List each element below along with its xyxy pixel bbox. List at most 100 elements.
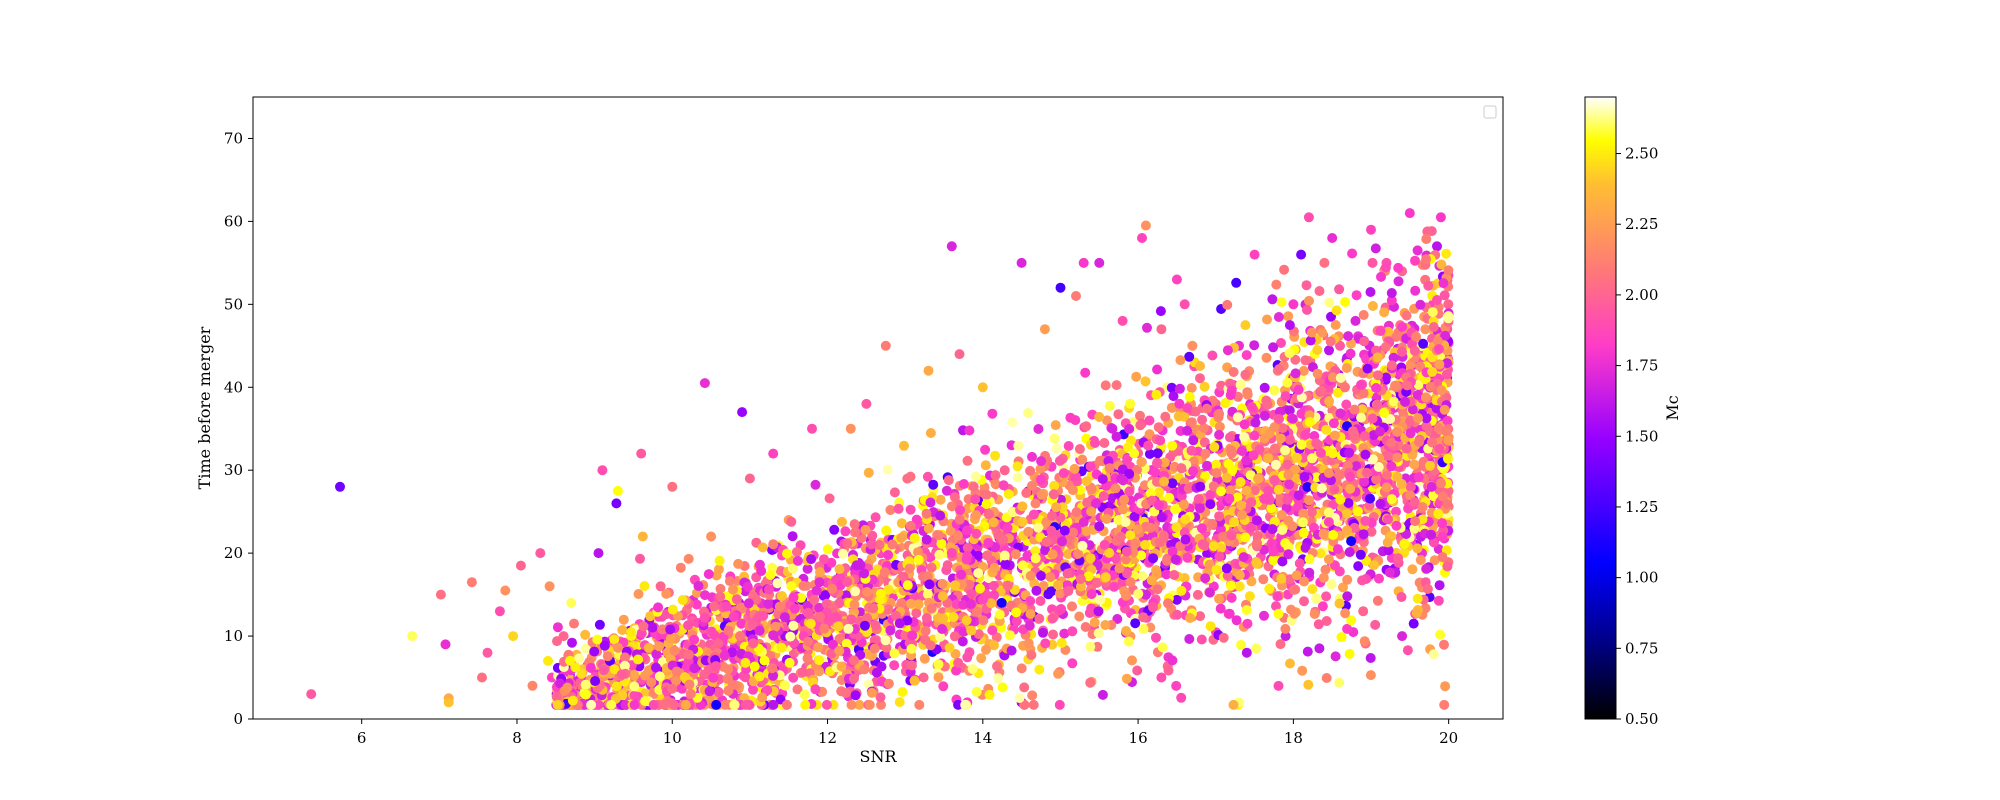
data-point — [1242, 618, 1253, 629]
data-point — [1240, 532, 1251, 543]
data-point — [935, 494, 946, 505]
data-point — [797, 667, 808, 678]
data-point — [1068, 527, 1079, 538]
data-point — [654, 641, 665, 652]
data-point — [759, 655, 770, 666]
data-point — [1323, 554, 1334, 565]
data-point — [946, 548, 957, 558]
data-point — [1318, 572, 1329, 583]
data-point — [1085, 677, 1096, 688]
data-point — [552, 636, 562, 647]
data-point — [989, 590, 1000, 601]
data-point — [1028, 699, 1039, 710]
data-point — [1240, 369, 1251, 380]
data-point — [813, 642, 824, 653]
data-point — [1321, 616, 1332, 626]
data-point — [617, 625, 628, 635]
data-point — [1384, 450, 1394, 461]
data-point — [792, 684, 803, 695]
data-point — [1421, 563, 1432, 574]
data-point — [1341, 508, 1352, 519]
data-point — [1025, 608, 1036, 619]
data-point — [1443, 435, 1454, 446]
data-point — [1312, 345, 1323, 355]
data-point — [941, 485, 952, 496]
data-point — [618, 614, 629, 625]
data-point — [911, 514, 922, 525]
data-point — [1428, 649, 1439, 660]
data-point — [881, 642, 892, 653]
data-point — [1296, 439, 1307, 450]
data-point — [1140, 539, 1151, 550]
data-point — [792, 555, 803, 566]
data-point — [736, 618, 747, 629]
data-point — [863, 467, 874, 478]
data-point — [953, 657, 964, 668]
data-point — [990, 470, 1001, 481]
data-point — [785, 631, 796, 642]
data-point — [1059, 525, 1070, 536]
data-point — [1051, 443, 1062, 454]
data-point — [789, 603, 800, 614]
data-point — [1274, 364, 1284, 375]
data-point — [1136, 550, 1147, 561]
data-point — [1067, 601, 1077, 612]
data-point — [1156, 512, 1167, 523]
data-point — [1062, 568, 1073, 579]
data-point — [1236, 639, 1246, 650]
data-point — [1359, 336, 1370, 347]
data-point — [629, 699, 640, 710]
data-point — [1440, 681, 1451, 692]
data-point — [1439, 639, 1449, 650]
data-point — [1218, 531, 1229, 542]
data-point — [1239, 419, 1250, 430]
data-point — [1047, 510, 1057, 521]
data-point — [1097, 689, 1108, 700]
data-point — [997, 682, 1008, 693]
data-point — [643, 642, 654, 653]
data-point — [1099, 438, 1110, 448]
data-point — [1156, 672, 1167, 683]
data-point — [1282, 377, 1293, 388]
data-point — [1151, 389, 1162, 400]
data-point — [1023, 526, 1034, 537]
data-point — [1176, 692, 1187, 703]
data-point — [1353, 506, 1363, 517]
data-point — [1346, 615, 1357, 626]
data-point — [1028, 509, 1039, 520]
data-point — [834, 564, 845, 575]
data-point — [1198, 423, 1209, 433]
data-point — [1215, 603, 1226, 614]
data-point — [1340, 608, 1351, 619]
data-point — [1438, 278, 1449, 289]
data-point — [1204, 587, 1215, 598]
data-point — [802, 563, 813, 574]
data-point — [1273, 608, 1284, 619]
data-point — [620, 699, 631, 710]
data-point — [580, 629, 591, 640]
data-point — [1290, 354, 1301, 365]
data-point — [1075, 484, 1086, 495]
data-point — [1415, 361, 1426, 372]
data-point — [1183, 483, 1194, 494]
data-point — [1214, 421, 1225, 432]
data-point — [898, 571, 909, 582]
data-point — [846, 699, 857, 710]
data-point — [1381, 482, 1392, 493]
data-point — [1266, 538, 1277, 549]
data-point — [1409, 345, 1420, 356]
data-point — [1268, 546, 1279, 557]
data-point — [1246, 576, 1257, 587]
data-point — [651, 649, 662, 660]
data-point — [1284, 405, 1295, 416]
data-point — [1036, 456, 1047, 467]
data-point — [828, 639, 838, 650]
data-point — [1092, 577, 1103, 588]
data-point — [1067, 626, 1078, 637]
data-point — [1334, 677, 1345, 688]
data-point — [981, 489, 992, 500]
data-point — [1148, 602, 1158, 613]
data-point — [1049, 433, 1060, 444]
data-point — [926, 603, 937, 614]
data-point — [1077, 454, 1088, 465]
